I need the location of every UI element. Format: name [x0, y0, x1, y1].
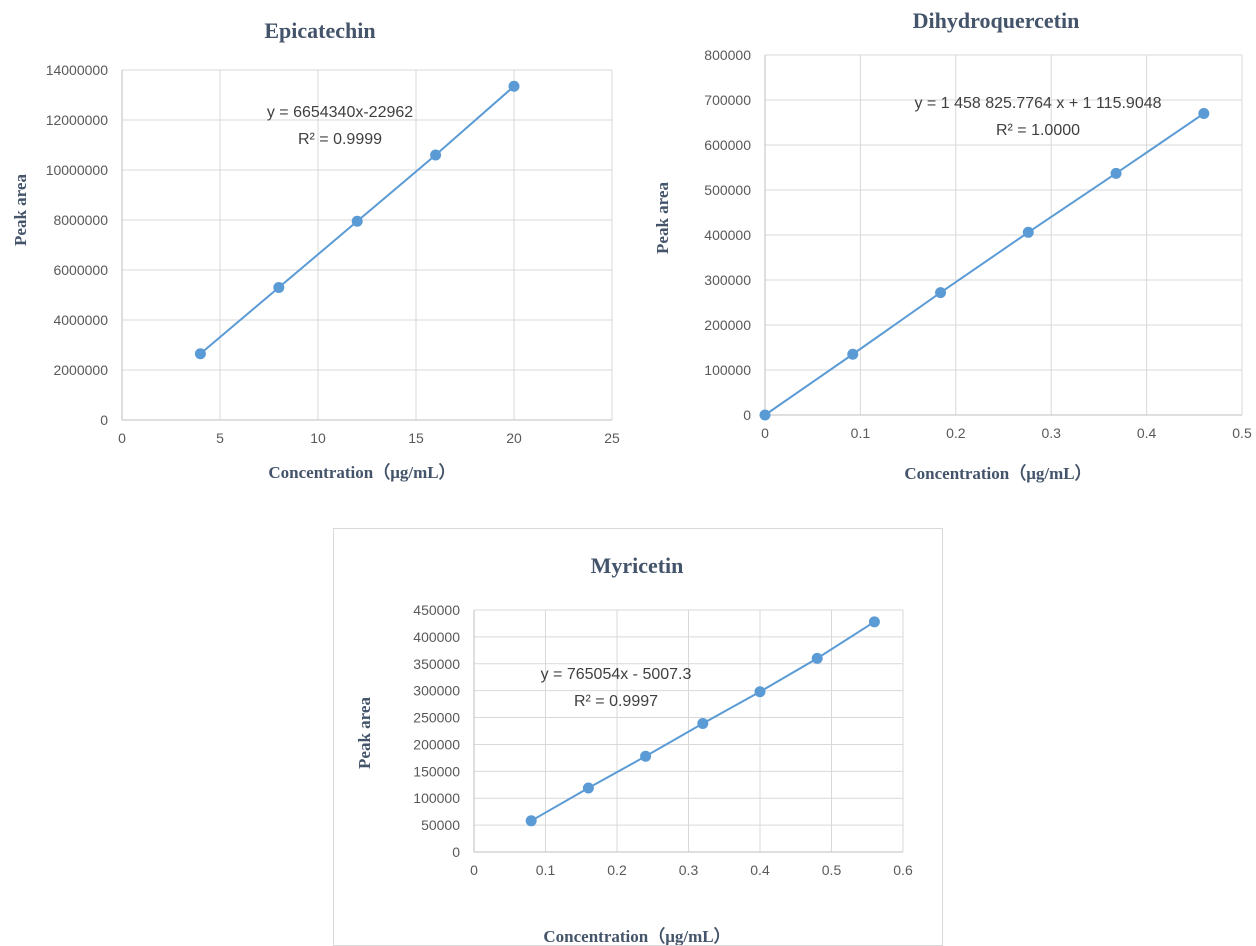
epicatechin-y-axis-label: Peak area: [11, 174, 30, 246]
dihydroquercetin-x-axis-label: Concentration（μg/mL）: [904, 463, 1091, 483]
dihydroquercetin-data-point: [1198, 108, 1210, 119]
myricetin-data-point: [697, 717, 709, 729]
dihydroquercetin-x-tick-label: 0.5: [1232, 425, 1252, 441]
chart-myricetin-svg: 0 0.1 0.2 0.3 0.4 0.5 0.6 0 50000 100000 150000 200…: [355, 553, 913, 945]
epicatechin-y-tick-label: 14000000: [46, 62, 109, 78]
myricetin-data-point: [811, 652, 823, 664]
dihydroquercetin-data-point: [847, 348, 859, 360]
epicatechin-y-tick-label: 8000000: [53, 212, 108, 228]
dihydroquercetin-x-tick-label: 0.2: [946, 425, 966, 441]
myricetin-x-tick-label: 0: [470, 862, 478, 878]
myricetin-y-tick-label: 150000: [413, 763, 460, 779]
epicatechin-data-point: [194, 348, 206, 360]
epicatechin-x-tick-label: 15: [408, 430, 424, 446]
myricetin-y-tick-label: 100000: [413, 790, 460, 806]
dihydroquercetin-x-tick-label: 0.1: [851, 425, 871, 441]
myricetin-y-tick-label: 400000: [413, 629, 460, 645]
dihydroquercetin-data-point: [759, 409, 771, 421]
epicatechin-x-tick-label: 0: [118, 430, 126, 446]
epicatechin-x-tick-label: 5: [216, 430, 224, 446]
epicatechin-x-tick-label: 20: [506, 430, 522, 446]
dihydroquercetin-y-tick-label: 300000: [704, 272, 751, 288]
myricetin-y-tick-label: 200000: [413, 736, 460, 752]
epicatechin-x-axis-label: Concentration（μg/mL）: [268, 462, 455, 482]
dihydroquercetin-data-point: [1110, 167, 1122, 179]
myricetin-data-point: [640, 750, 652, 762]
epicatechin-y-tick-label: 6000000: [53, 262, 108, 278]
dihydroquercetin-x-tick-label: 0: [761, 425, 769, 441]
dihydroquercetin-r-squared: R² = 1.0000: [996, 122, 1080, 139]
dihydroquercetin-y-tick-label: 0: [743, 407, 751, 423]
myricetin-y-tick-label: 350000: [413, 656, 460, 672]
dihydroquercetin-x-tick-label: 0.3: [1041, 425, 1061, 441]
dihydroquercetin-data-point: [935, 287, 947, 299]
dihydroquercetin-trendline: [764, 112, 1205, 416]
chart-epicatechin-svg: 0 5 10 15 20 25 0 2000000 4000000 6000000 8000000 1…: [11, 18, 620, 482]
dihydroquercetin-y-tick-label: 600000: [704, 137, 751, 153]
myricetin-grid: [473, 609, 904, 853]
myricetin-data-point: [582, 782, 594, 794]
epicatechin-data-point: [430, 149, 442, 161]
myricetin-y-tick-label: 250000: [413, 710, 460, 726]
dihydroquercetin-x-tick-label: 0.4: [1137, 425, 1157, 441]
myricetin-x-axis-label: Concentration（μg/mL）: [543, 926, 730, 945]
epicatechin-x-tick-label: 25: [604, 430, 620, 446]
epicatechin-grid: [121, 69, 613, 421]
dihydroquercetin-equation: y = 1 458 825.7764 x + 1 115.9048: [914, 95, 1161, 112]
myricetin-y-tick-label: 300000: [413, 683, 460, 699]
dihydroquercetin-title: Dihydroquercetin: [913, 8, 1080, 33]
epicatechin-r-squared: R² = 0.9999: [298, 131, 382, 148]
myricetin-y-tick-label: 50000: [421, 817, 460, 833]
epicatechin-y-tick-label: 12000000: [46, 112, 109, 128]
dihydroquercetin-y-tick-label: 200000: [704, 317, 751, 333]
chart-dihydroquercetin-svg: 0 0.1 0.2 0.3 0.4 0.5 0 100000 200000 300000 40000…: [653, 8, 1252, 483]
myricetin-data-point: [754, 686, 766, 698]
myricetin-x-tick-label: 0.2: [607, 862, 627, 878]
dihydroquercetin-y-tick-label: 700000: [704, 92, 751, 108]
myricetin-y-tick-label: 450000: [413, 602, 460, 618]
dihydroquercetin-y-axis-label: Peak area: [653, 182, 672, 254]
epicatechin-data-point: [351, 215, 363, 227]
chart-dihydroquercetin: 0 0.1 0.2 0.3 0.4 0.5 0 100000 200000 300000 40000…: [640, 0, 1256, 500]
myricetin-x-tick-label: 0.6: [893, 862, 913, 878]
myricetin-x-tick-label: 0.4: [750, 862, 770, 878]
dihydroquercetin-data-point: [1022, 226, 1034, 238]
epicatechin-data-point: [508, 80, 520, 92]
epicatechin-data-point: [273, 282, 285, 293]
epicatechin-y-tick-label: 10000000: [46, 162, 109, 178]
myricetin-data-point: [525, 815, 537, 827]
epicatechin-y-tick-label: 4000000: [53, 312, 108, 328]
dihydroquercetin-y-tick-label: 400000: [704, 227, 751, 243]
myricetin-data-point: [868, 616, 880, 628]
dihydroquercetin-y-tick-label: 100000: [704, 362, 751, 378]
myricetin-r-squared: R² = 0.9997: [574, 693, 658, 710]
epicatechin-title: Epicatechin: [264, 18, 375, 43]
chart-epicatechin: 0 5 10 15 20 25 0 2000000 4000000 6000000 8000000 1…: [0, 0, 630, 500]
dihydroquercetin-y-tick-label: 800000: [704, 47, 751, 63]
myricetin-x-tick-label: 0.5: [822, 862, 842, 878]
myricetin-title: Myricetin: [591, 553, 684, 578]
chart-myricetin: 0 0.1 0.2 0.3 0.4 0.5 0.6 0 50000 100000 150000 200…: [333, 528, 943, 946]
epicatechin-equation: y = 6654340x-22962: [267, 104, 413, 121]
myricetin-y-axis-label: Peak area: [355, 697, 374, 769]
myricetin-x-tick-label: 0.1: [536, 862, 556, 878]
dihydroquercetin-y-tick-label: 500000: [704, 182, 751, 198]
myricetin-y-tick-label: 0: [452, 844, 460, 860]
epicatechin-y-tick-label: 0: [100, 412, 108, 428]
myricetin-x-tick-label: 0.3: [679, 862, 699, 878]
epicatechin-x-tick-label: 10: [310, 430, 326, 446]
myricetin-equation: y = 765054x - 5007.3: [541, 666, 692, 683]
epicatechin-y-tick-label: 2000000: [53, 362, 108, 378]
